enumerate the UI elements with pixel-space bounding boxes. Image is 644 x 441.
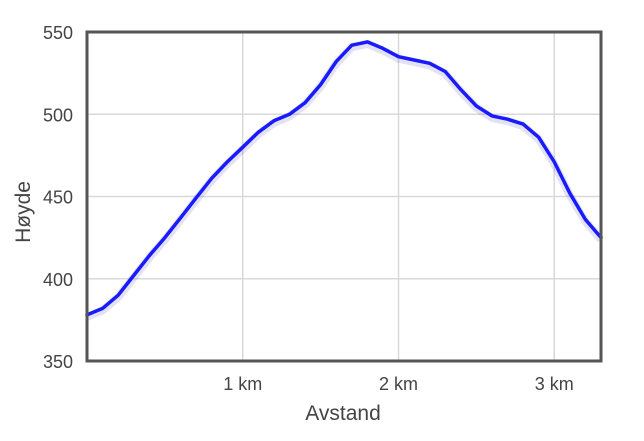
y-tick-label: 450 — [43, 188, 73, 208]
x-tick-label: 1 km — [223, 374, 262, 394]
y-tick-labels: 350 400 450 500 550 — [43, 23, 73, 372]
grid-lines — [87, 31, 601, 362]
x-tick-label: 3 km — [535, 374, 574, 394]
y-axis-label: Høyde — [12, 181, 35, 243]
elevation-series-line — [85, 40, 603, 317]
y-tick-label: 500 — [43, 105, 73, 125]
series-line-shadow — [85, 39, 605, 321]
plot-frame — [85, 30, 603, 363]
x-tick-labels: 1 km 2 km 3 km — [223, 374, 574, 394]
x-axis-label: Avstand — [305, 402, 381, 425]
x-tick-label: 2 km — [379, 374, 418, 394]
series-layer — [85, 39, 605, 321]
y-tick-label: 550 — [43, 23, 73, 43]
y-tick-label: 400 — [43, 270, 73, 290]
y-tick-label: 350 — [43, 352, 73, 372]
